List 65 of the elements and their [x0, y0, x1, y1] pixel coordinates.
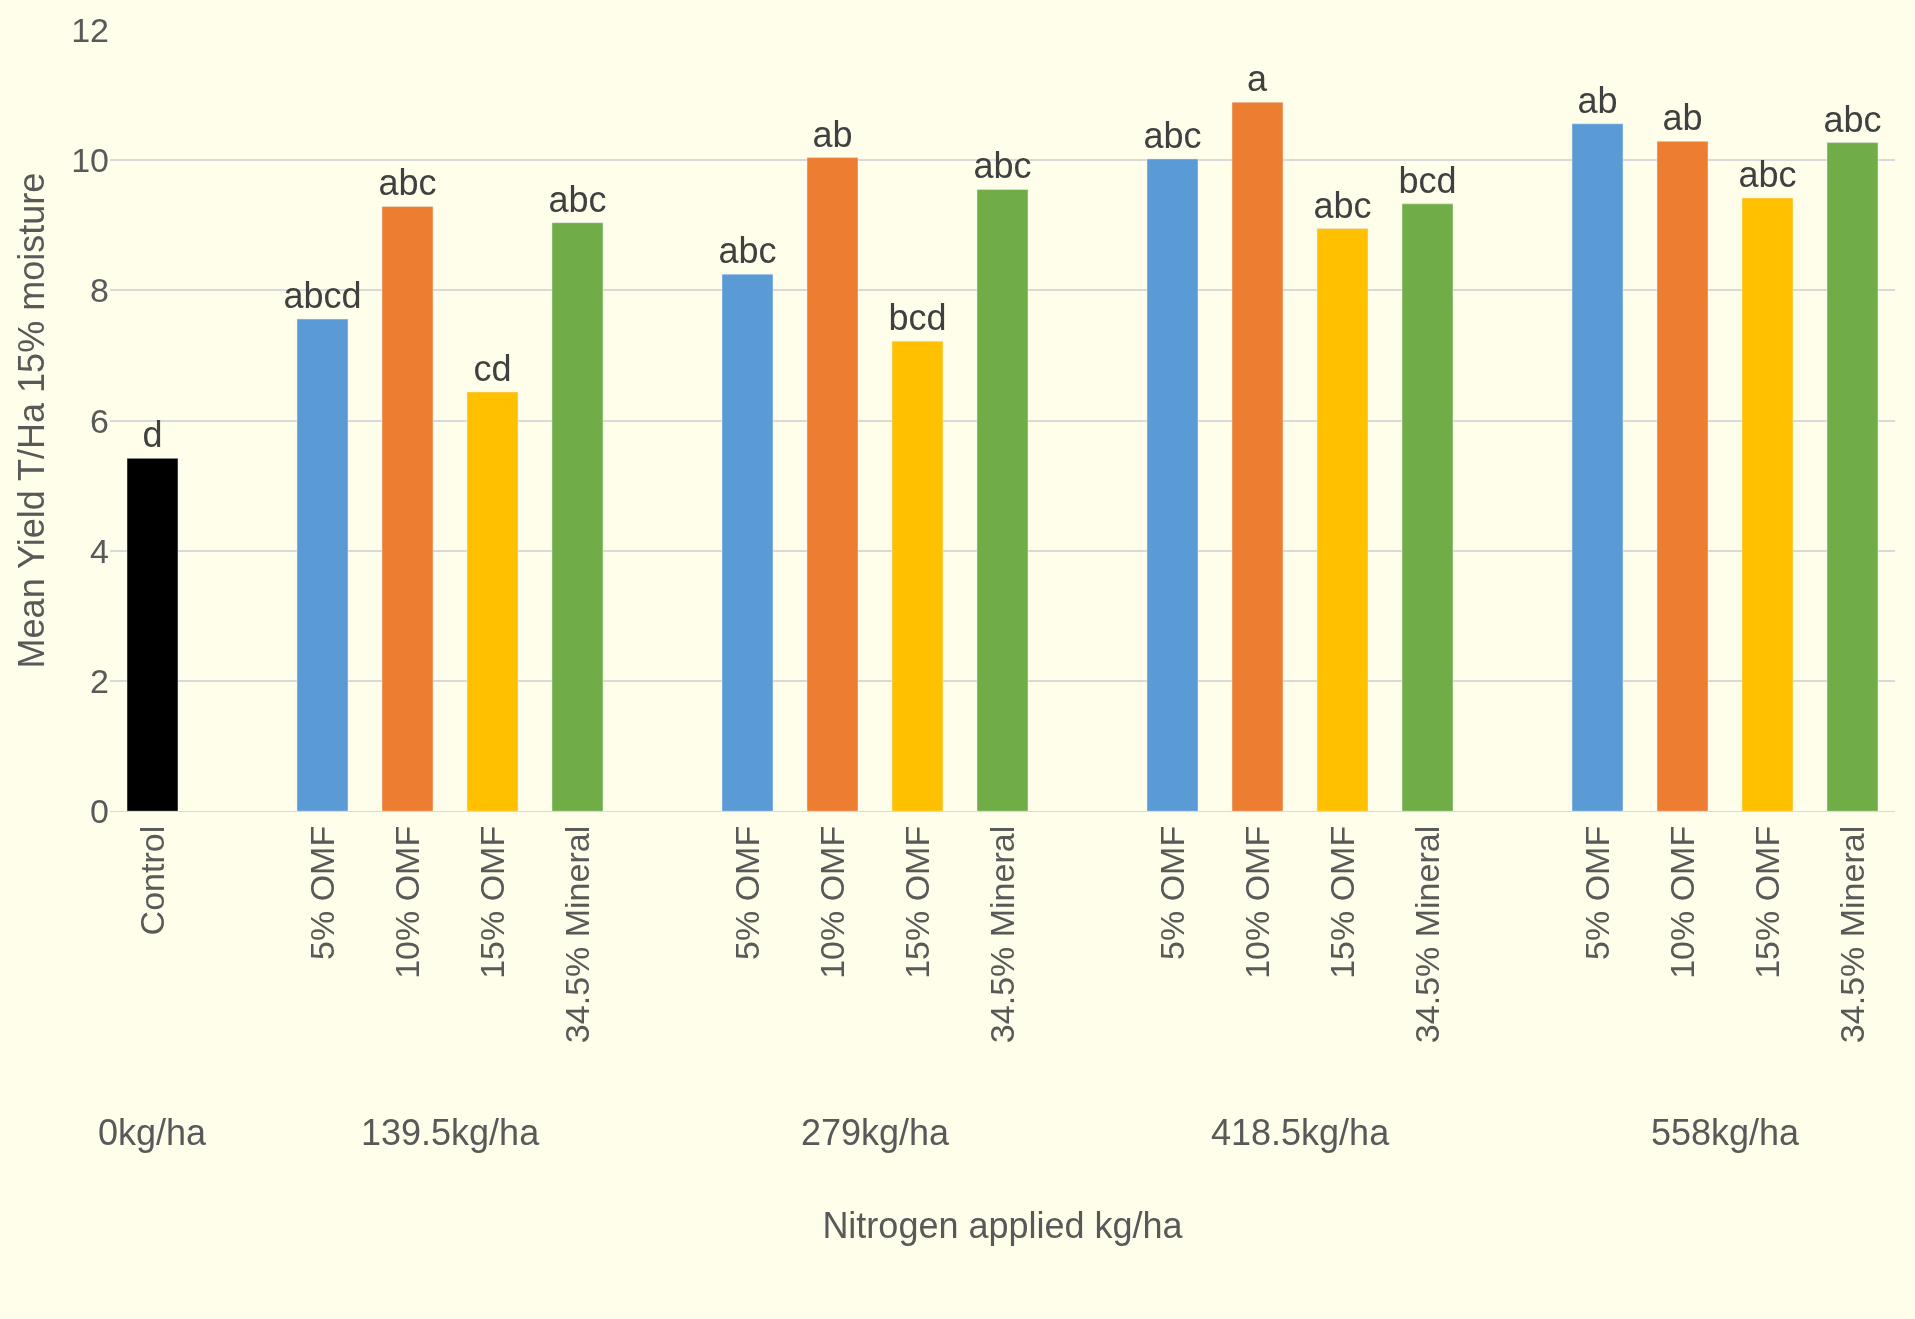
data-label: abc: [973, 145, 1032, 187]
bar: [806, 157, 859, 812]
text: 558kg/ha: [1651, 1112, 1801, 1153]
x-tick-label: 5% OMF: [727, 825, 766, 960]
data-label: abc: [378, 162, 437, 204]
bar: [1316, 228, 1369, 812]
data-label: abc: [1738, 153, 1797, 195]
text: 279kg/ha: [801, 1112, 951, 1153]
x-tick-label: 10% OMF: [1662, 825, 1701, 979]
x-tick-label: 15% OMF: [1747, 825, 1786, 979]
x-tick-label: 15% OMF: [472, 825, 511, 979]
data-label: abc: [1143, 114, 1202, 156]
y-tick-label: 0: [90, 792, 109, 831]
data-label: abc: [718, 230, 777, 272]
bar: [891, 340, 944, 812]
text: 418.5kg/ha: [1211, 1112, 1391, 1153]
bar: [466, 391, 519, 812]
data-label: d: [142, 414, 163, 456]
data-label: abcd: [283, 275, 362, 317]
bar: [1826, 142, 1879, 812]
data-label: bcd: [1398, 159, 1457, 201]
x-tick-label: 5% OMF: [302, 825, 341, 960]
bar: [1231, 102, 1284, 812]
y-tick-label: 8: [90, 271, 109, 310]
bar: [126, 458, 179, 812]
x-tick-label: 34.5% Mineral: [1832, 825, 1871, 1044]
bar: [1146, 158, 1199, 812]
x-tick-label: 10% OMF: [1237, 825, 1276, 979]
x-axis-title: Nitrogen applied kg/ha: [822, 1204, 1184, 1246]
x-tick-label: 10% OMF: [812, 825, 851, 979]
bar: [381, 206, 434, 812]
bar: [551, 222, 604, 812]
x-tick-label: 5% OMF: [1152, 825, 1191, 960]
bar: [721, 273, 774, 812]
data-label: a: [1247, 58, 1268, 100]
data-label: bcd: [888, 297, 947, 339]
x-tick-label: 15% OMF: [897, 825, 936, 979]
x-tick-label: 34.5% Mineral: [982, 825, 1021, 1044]
bar: [1401, 203, 1454, 812]
bar: [1571, 123, 1624, 812]
bar: [296, 318, 349, 812]
x-tick-label: 10% OMF: [387, 825, 426, 979]
y-tick-label: 2: [90, 661, 109, 700]
y-tick-label: 6: [90, 401, 109, 440]
y-axis-title: Mean Yield T/Ha 15% moisture: [11, 172, 53, 669]
x-tick-label: 34.5% Mineral: [1407, 825, 1446, 1044]
bar: [1741, 197, 1794, 812]
x-tick-label: 34.5% Mineral: [557, 825, 596, 1044]
y-tick-label: 10: [71, 141, 109, 180]
text: 0kg/ha: [98, 1112, 208, 1153]
y-tick-label: 4: [90, 531, 109, 570]
text: 139.5kg/ha: [361, 1112, 541, 1153]
bar: [1656, 141, 1709, 812]
data-label: cd: [473, 347, 512, 389]
data-label: ab: [812, 113, 853, 155]
data-label: ab: [1577, 79, 1618, 121]
data-label: ab: [1662, 97, 1703, 139]
bar: [976, 189, 1029, 812]
y-tick-label: 12: [71, 10, 109, 49]
x-tick-label: 5% OMF: [1577, 825, 1616, 960]
data-label: abc: [1313, 184, 1372, 226]
x-tick-label: Control: [132, 825, 171, 936]
data-label: abc: [548, 178, 607, 220]
x-tick-label: 15% OMF: [1322, 825, 1361, 979]
data-label: abc: [1823, 98, 1882, 140]
